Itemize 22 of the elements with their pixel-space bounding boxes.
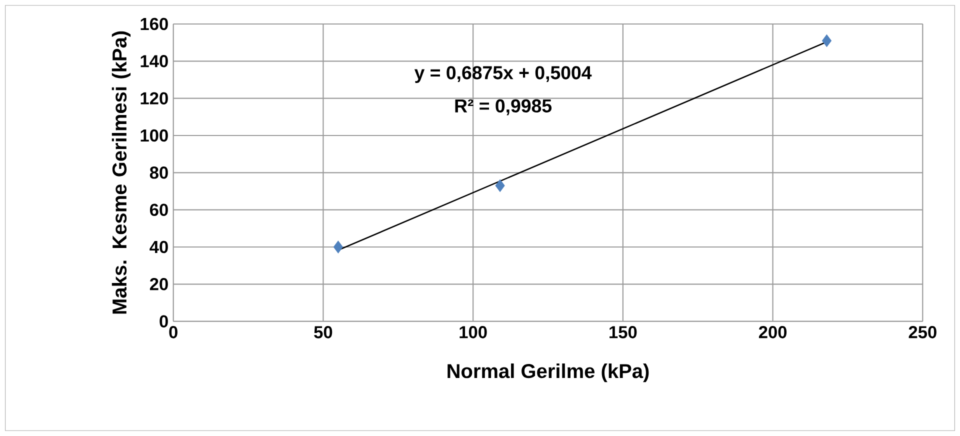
x-tick-label: 150: [610, 326, 637, 338]
point: [495, 179, 505, 192]
y-tick-label: 100: [140, 129, 168, 142]
x-tick-label: 50: [314, 326, 332, 338]
y-tick-label: 160: [140, 18, 168, 30]
x-tick-label: 100: [460, 326, 487, 338]
y-tick-label: 60: [150, 204, 168, 216]
x-tick-label: 200: [758, 326, 787, 338]
y-tick-label: 120: [140, 92, 168, 104]
annotation: y = 0,6875x + 0,5004: [414, 66, 592, 83]
y-tick-label: 140: [140, 55, 168, 68]
x-axis-title: Normal Gerilme (kPa): [448, 363, 649, 382]
y-tick-label: 80: [150, 166, 168, 179]
point: [333, 240, 343, 254]
point: [822, 34, 832, 47]
x-tick-label: 0: [169, 326, 178, 338]
y-tick-label: 20: [150, 278, 168, 290]
y-tick-label: 40: [150, 240, 168, 254]
x-tick-label: 250: [908, 326, 936, 338]
annotation: R² = 0,9985: [455, 99, 552, 116]
y-axis-title: Maks. Kesme Gerilmesi (kPa): [112, 31, 131, 314]
y-tick-label: 0: [160, 315, 168, 328]
